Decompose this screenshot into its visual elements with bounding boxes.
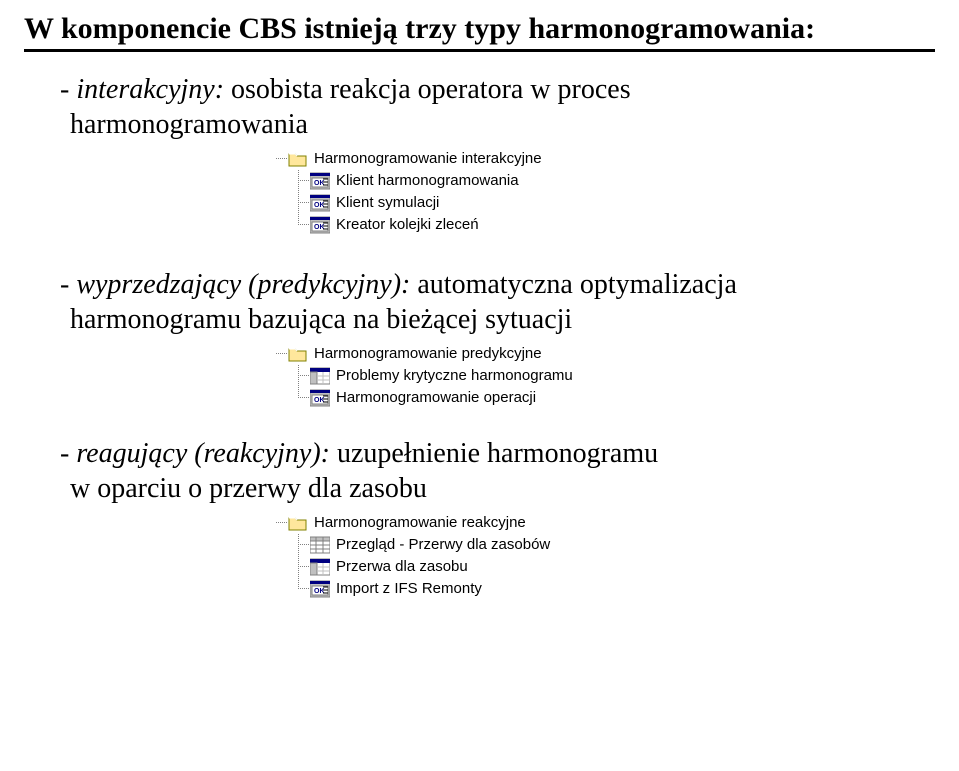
tree-item[interactable]: Przegląd - Przerwy dla zasobów [266, 534, 550, 556]
form-icon [310, 580, 330, 598]
folder-icon [288, 514, 308, 532]
tree-folder-row[interactable]: Harmonogramowanie reakcyjne [266, 512, 550, 534]
tree-item-label: Problemy krytyczne harmonogramu [336, 364, 573, 387]
tree-item-label: Przegląd - Przerwy dla zasobów [336, 533, 550, 556]
tree-1: Harmonogramowanie interakcyjne Klient ha… [266, 148, 542, 236]
term: reagujący (reakcyjny): [76, 438, 330, 469]
bullet: - [60, 438, 76, 469]
section-3-line-2: w oparciu o przerwy dla zasobu [24, 471, 935, 506]
term: interakcyjny: [76, 74, 224, 105]
section-3-line-1: - reagujący (reakcyjny): uzupełnienie ha… [24, 436, 935, 471]
grid-icon [310, 367, 330, 385]
tree-item[interactable]: Problemy krytyczne harmonogramu [266, 365, 573, 387]
tree-item-label: Import z IFS Remonty [336, 577, 482, 600]
tree-item[interactable]: Klient harmonogramowania [266, 170, 542, 192]
table-icon [310, 536, 330, 554]
tree-item[interactable]: Import z IFS Remonty [266, 578, 550, 600]
form-icon [310, 389, 330, 407]
tree-item-label: Kreator kolejki zleceń [336, 213, 479, 236]
page-title: W komponencie CBS istnieją trzy typy har… [24, 12, 935, 47]
tree-folder-label: Harmonogramowanie interakcyjne [314, 147, 542, 170]
bullet: - [60, 74, 76, 105]
tree-folder-row[interactable]: Harmonogramowanie predykcyjne [266, 343, 573, 365]
tree-item-label: Klient symulacji [336, 191, 439, 214]
form-icon [310, 194, 330, 212]
tree-item-label: Harmonogramowanie operacji [336, 386, 536, 409]
folder-icon [288, 345, 308, 363]
tree-item[interactable]: Klient symulacji [266, 192, 542, 214]
folder-icon [288, 150, 308, 168]
form-icon [310, 172, 330, 190]
tree-folder-label: Harmonogramowanie reakcyjne [314, 511, 526, 534]
tree-item-label: Klient harmonogramowania [336, 169, 519, 192]
section-2-line-1: - wyprzedzający (predykcyjny): automatyc… [24, 267, 935, 302]
section-2-line-2: harmonogramu bazująca na bieżącej sytuac… [24, 302, 935, 337]
tree-3: Harmonogramowanie reakcyjne Przegląd - P… [266, 512, 550, 600]
tree-folder-label: Harmonogramowanie predykcyjne [314, 342, 542, 365]
section-1-line-1: - interakcyjny: osobista reakcja operato… [24, 72, 935, 107]
tree-item[interactable]: Kreator kolejki zleceń [266, 214, 542, 236]
grid-icon [310, 558, 330, 576]
form-icon [310, 216, 330, 234]
tree-folder-row[interactable]: Harmonogramowanie interakcyjne [266, 148, 542, 170]
rest: automatyczna optymalizacja [410, 269, 737, 300]
bullet: - [60, 269, 76, 300]
tree-item[interactable]: Harmonogramowanie operacji [266, 387, 573, 409]
title-rule [24, 49, 935, 52]
rest: uzupełnienie harmonogramu [330, 438, 658, 469]
section-1-line-2: harmonogramowania [24, 107, 935, 142]
tree-item[interactable]: Przerwa dla zasobu [266, 556, 550, 578]
rest: osobista reakcja operatora w proces [224, 74, 631, 105]
term: wyprzedzający (predykcyjny): [76, 269, 410, 300]
tree-item-label: Przerwa dla zasobu [336, 555, 468, 578]
tree-2: Harmonogramowanie predykcyjne Problemy k… [266, 343, 573, 409]
